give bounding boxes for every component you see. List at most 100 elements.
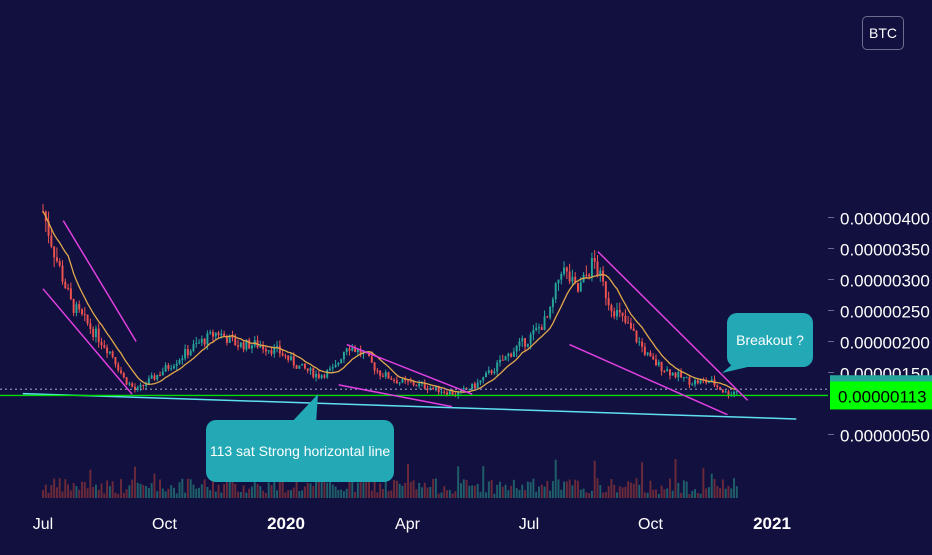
volume-bar — [641, 462, 644, 498]
volume-bar — [320, 479, 323, 498]
volume-bar — [643, 492, 646, 498]
volume-bar — [473, 485, 476, 498]
candle-body — [136, 387, 139, 390]
volume-bar — [733, 478, 736, 498]
volume-bar — [660, 485, 663, 498]
volume-bar — [468, 485, 471, 498]
candle-body — [111, 351, 114, 357]
volume-bar — [529, 482, 532, 498]
volume-bar — [577, 480, 579, 498]
support-line — [22, 392, 797, 420]
candle-body — [156, 374, 159, 380]
candle-body — [568, 271, 571, 282]
volume-bar — [432, 478, 435, 498]
candle-body — [251, 345, 253, 349]
candle-body — [61, 265, 64, 282]
volume-bar — [239, 492, 242, 498]
volume-bar — [167, 488, 170, 498]
volume-bar — [120, 479, 122, 498]
volume-bar — [354, 492, 357, 498]
volume-bar — [512, 479, 515, 498]
candle-body — [370, 356, 373, 363]
volume-bar — [373, 481, 376, 498]
candle-body — [551, 299, 554, 308]
volume-bar — [262, 490, 265, 498]
candle-body — [635, 330, 638, 342]
volume-bar — [253, 482, 256, 498]
volume-bar — [727, 485, 730, 498]
candle-body — [139, 384, 142, 388]
y-tick-label: 0.00000350 — [840, 241, 930, 260]
volume-bar — [337, 489, 340, 498]
candle-body — [78, 304, 81, 310]
volume-bar — [145, 485, 148, 498]
volume-bar — [716, 485, 719, 498]
candle-body — [72, 299, 75, 313]
volume-bar — [44, 484, 47, 498]
volume-bar — [694, 489, 696, 498]
volume-bar — [186, 478, 189, 498]
support-callout: 113 sat Strong horizontal line — [206, 420, 394, 482]
x-tick-label: 2021 — [753, 514, 791, 533]
volume-bar — [680, 492, 683, 498]
volume-bar — [136, 482, 139, 498]
candle-body — [298, 365, 301, 369]
candle-body — [646, 352, 649, 355]
candle-body — [560, 273, 563, 280]
candle-body — [638, 341, 641, 343]
volume-bar — [616, 492, 618, 498]
price-label: 0.00000113 — [838, 387, 927, 406]
wedge-3-lower-line — [569, 343, 728, 416]
candle-body — [613, 311, 616, 317]
candle-body — [691, 384, 694, 386]
candle-body — [334, 364, 337, 368]
candle-body — [381, 375, 384, 377]
candle-body — [323, 375, 326, 378]
volume-bar — [242, 485, 245, 498]
volume-bar — [331, 484, 334, 498]
volume-bar — [170, 485, 173, 498]
candle-body — [337, 362, 340, 365]
wedge-3-upper-line — [597, 251, 749, 401]
candle-body — [262, 345, 265, 350]
volume-bar — [94, 484, 97, 498]
candle-body — [281, 353, 284, 356]
volume-bar — [195, 488, 198, 498]
candle-body — [245, 339, 248, 350]
candle-body — [92, 328, 95, 337]
volume-bar — [563, 481, 566, 498]
volume-bar — [345, 488, 348, 498]
volume-bars — [42, 459, 738, 498]
candle-body — [479, 380, 482, 383]
breakout-callout-text: Breakout ? — [736, 332, 804, 348]
candle-body — [543, 316, 546, 330]
x-tick-label: Jul — [33, 516, 53, 533]
candle-body — [398, 382, 401, 384]
volume-bar — [159, 479, 162, 498]
volume-bar — [301, 490, 304, 498]
volume-bar — [139, 483, 142, 498]
candle-body — [120, 370, 122, 374]
volume-bar — [83, 482, 86, 498]
volume-bar — [557, 479, 560, 498]
volume-bar — [412, 480, 415, 498]
volume-bar — [317, 481, 320, 498]
volume-bar — [290, 490, 292, 498]
candle-body — [195, 342, 198, 345]
volume-bar — [719, 488, 722, 498]
volume-bar — [724, 488, 727, 498]
candle-body — [320, 375, 323, 379]
candle-body — [217, 332, 220, 336]
volume-bar — [657, 493, 660, 498]
y-tick-label: 0.00000250 — [840, 303, 930, 322]
symbol-badge[interactable]: BTC — [862, 16, 904, 50]
candle-body — [694, 380, 696, 385]
volume-bar — [613, 484, 616, 498]
volume-bar — [203, 479, 206, 498]
volume-bar — [175, 493, 178, 498]
candle-body — [473, 383, 476, 389]
candle-body — [172, 365, 175, 369]
